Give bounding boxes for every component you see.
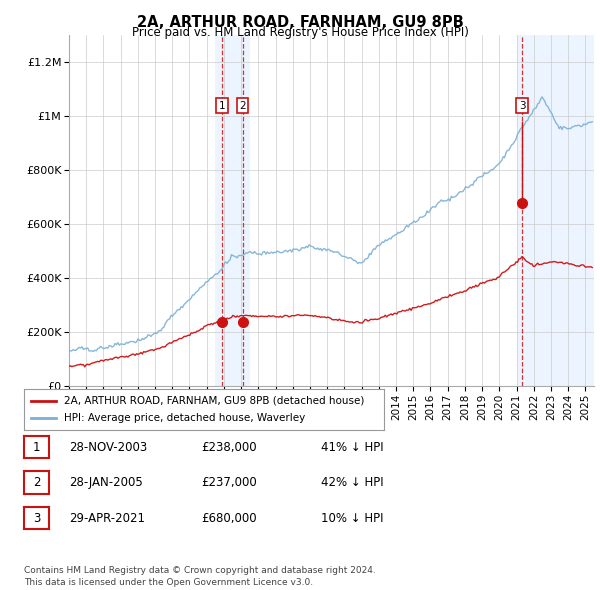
Text: £237,000: £237,000 bbox=[201, 476, 257, 489]
Text: Price paid vs. HM Land Registry's House Price Index (HPI): Price paid vs. HM Land Registry's House … bbox=[131, 26, 469, 39]
Text: HPI: Average price, detached house, Waverley: HPI: Average price, detached house, Wave… bbox=[64, 413, 305, 423]
Text: 10% ↓ HPI: 10% ↓ HPI bbox=[321, 512, 383, 525]
Text: £238,000: £238,000 bbox=[201, 441, 257, 454]
Text: 3: 3 bbox=[33, 512, 40, 525]
Text: £680,000: £680,000 bbox=[201, 512, 257, 525]
Text: Contains HM Land Registry data © Crown copyright and database right 2024.
This d: Contains HM Land Registry data © Crown c… bbox=[24, 566, 376, 587]
Text: 29-APR-2021: 29-APR-2021 bbox=[69, 512, 145, 525]
Text: 2: 2 bbox=[239, 101, 246, 110]
Text: 1: 1 bbox=[219, 101, 226, 110]
Text: 42% ↓ HPI: 42% ↓ HPI bbox=[321, 476, 383, 489]
Text: 41% ↓ HPI: 41% ↓ HPI bbox=[321, 441, 383, 454]
Bar bbox=[215, 35, 250, 386]
Bar bbox=[517, 35, 594, 386]
Text: 28-NOV-2003: 28-NOV-2003 bbox=[69, 441, 147, 454]
Text: 2A, ARTHUR ROAD, FARNHAM, GU9 8PB (detached house): 2A, ARTHUR ROAD, FARNHAM, GU9 8PB (detac… bbox=[64, 396, 364, 406]
Text: 28-JAN-2005: 28-JAN-2005 bbox=[69, 476, 143, 489]
Text: 3: 3 bbox=[519, 101, 526, 110]
Text: 2: 2 bbox=[33, 476, 40, 489]
Text: 1: 1 bbox=[33, 441, 40, 454]
Text: 2A, ARTHUR ROAD, FARNHAM, GU9 8PB: 2A, ARTHUR ROAD, FARNHAM, GU9 8PB bbox=[137, 15, 463, 30]
